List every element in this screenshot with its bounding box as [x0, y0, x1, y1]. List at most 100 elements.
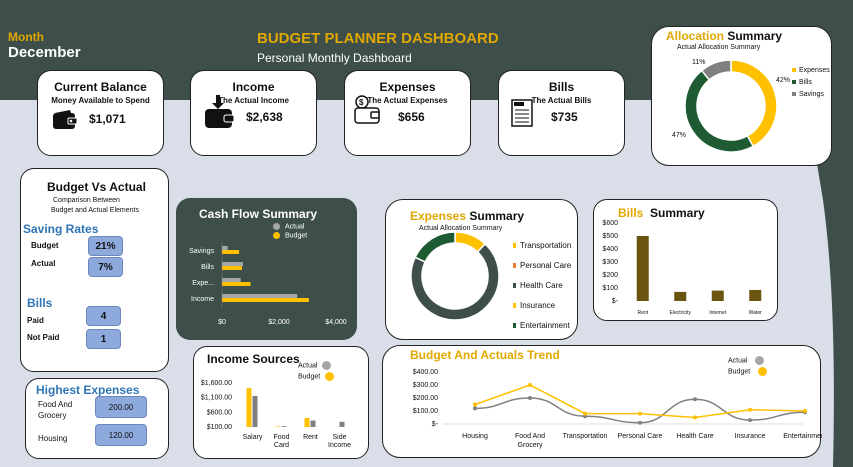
income-y-tick: $600.00 — [207, 409, 232, 416]
kpi-title: Expenses — [379, 80, 436, 94]
trend-point — [638, 420, 642, 425]
bills-summary-card: Bills Summary $600 $500 $400 $300 $200 $100 $-… — [593, 199, 778, 321]
legend-item: Bills — [792, 79, 830, 86]
kpi-subtitle: The Actual Expenses — [367, 96, 448, 105]
bills-category: Water — [749, 310, 762, 316]
cash-flow-bar — [222, 278, 241, 282]
cash-flow-bar — [222, 250, 240, 254]
legend-label: Personal Care — [520, 261, 572, 270]
kpi-title: Income — [232, 80, 275, 94]
trend-y-tick: $200.00 — [413, 395, 438, 402]
bills-category: Internet — [709, 310, 727, 316]
bill-icon — [511, 99, 533, 127]
income-y-tick: $100.00 — [207, 424, 232, 431]
actual-label: Actual — [31, 259, 56, 268]
cash-flow-bar — [222, 246, 228, 250]
trend-point — [803, 409, 807, 413]
expenses-summary-title-a: Expenses — [410, 209, 467, 223]
allocation-title-a: Allocation — [666, 29, 725, 43]
income-category: Card — [274, 442, 289, 449]
cash-flow-tick: $4,000 — [325, 319, 347, 326]
legend-label: Actual — [298, 362, 318, 370]
legend-item: Actual — [728, 356, 767, 365]
legend-item: Personal Care — [513, 261, 571, 270]
income-category: Food — [274, 434, 290, 441]
legend-label: Health Care — [520, 281, 563, 290]
cash-flow-card: Cash Flow Summary Actual Budget Savings B… — [176, 198, 357, 340]
legend-item: Budget — [298, 372, 335, 381]
kpi-card-expenses: Expenses The Actual Expenses $ $656 — [344, 70, 471, 156]
budget-vs-actual-title: Budget Vs Actual — [47, 180, 146, 194]
trend-point — [748, 407, 752, 412]
income-category: Income — [328, 442, 351, 449]
header-curve — [793, 0, 853, 467]
cash-flow-bar-chart: Savings Bills Expe... Income $0 $2,000 $4,000 — [189, 242, 347, 326]
cash-flow-tick: $0 — [218, 319, 226, 326]
income-legend: Actual Budget — [298, 361, 335, 381]
not-paid-label: Not Paid — [27, 333, 60, 342]
trend-point — [583, 411, 587, 416]
trend-point — [748, 418, 752, 423]
income-sources-bar-chart: $1,600.00 $1,100.00 $600.00 $100.00 Salary Fo… — [201, 380, 351, 449]
income-bar — [246, 388, 252, 427]
cash-flow-legend: Actual Budget — [273, 223, 307, 240]
bills-y-tick: $100 — [602, 285, 618, 292]
budget-label: Budget — [31, 241, 59, 250]
actual-saving-rate: 7% — [88, 257, 123, 277]
trend-category: Food And — [515, 433, 545, 440]
legend-item: Transportation — [513, 241, 571, 250]
budget-saving-rate: 21% — [88, 236, 123, 256]
kpi-subtitle: The Actual Income — [218, 96, 289, 105]
trend-title: Budget And Actuals Trend — [410, 348, 560, 362]
trend-category: Personal Care — [618, 433, 663, 440]
kpi-card-bills: Bills The Actual Bills $735 — [498, 70, 625, 156]
expenses-legend: Transportation Personal Care Health Care In… — [513, 241, 571, 341]
trend-point — [528, 396, 532, 400]
kpi-title: Bills — [548, 80, 575, 94]
cash-flow-category: Savings — [189, 248, 214, 255]
cash-flow-category: Bills — [201, 264, 214, 271]
allocation-label-bills: 47% — [672, 132, 687, 139]
highest-expense-value: 120.00 — [95, 424, 147, 446]
bills-y-tick: $600 — [602, 220, 618, 227]
expenses-summary-subtitle: Actual Allocation Summary — [419, 225, 503, 232]
income-bar — [275, 426, 281, 427]
bills-bar-chart: $600 $500 $400 $300 $200 $100 $- Rent Electricit… — [602, 220, 762, 316]
legend-item: Budget — [273, 232, 307, 240]
bills-bar — [749, 289, 762, 301]
legend-item: Expenses — [792, 67, 830, 74]
legend-label: Entertainment — [520, 321, 570, 330]
month-value[interactable]: December — [8, 44, 81, 61]
bills-bar — [636, 236, 649, 301]
trend-category: Health Care — [676, 433, 713, 440]
trend-point — [528, 383, 532, 387]
cash-flow-bar — [222, 282, 251, 286]
expenses-summary-title-b: Summary — [466, 209, 525, 223]
donut-slice — [730, 59, 778, 148]
trend-point — [693, 397, 697, 402]
kpi-title: Current Balance — [54, 80, 147, 94]
wallet-icon — [53, 110, 78, 129]
expenses-summary-card: Expenses Summary Actual Allocation Summa… — [385, 199, 578, 340]
allocation-donut-chart — [684, 59, 778, 153]
allocation-legend: Expenses Bills Savings — [792, 67, 830, 98]
allocation-summary-card: Allocation Summary Actual Allocation Sum… — [651, 26, 832, 166]
legend-label: Actual — [285, 223, 305, 231]
legend-label: Expenses — [799, 67, 830, 74]
budget-vs-actual-sub1: Comparison Between — [53, 197, 120, 204]
income-y-tick: $1,100.00 — [201, 395, 232, 402]
highest-expense-label: Food And Grocery — [38, 400, 73, 420]
trend-category: Insurance — [735, 433, 766, 440]
month-label: Month — [8, 30, 44, 44]
legend-label: Budget — [728, 368, 751, 376]
legend-label: Transportation — [520, 241, 572, 250]
bills-heading: Bills — [27, 296, 53, 310]
expenses-donut-chart — [410, 231, 500, 321]
kpi-value: $1,071 — [89, 112, 126, 126]
bills-y-tick: $200 — [602, 272, 618, 279]
trend-card: Budget And Actuals Trend Actual Budget $… — [382, 345, 822, 458]
income-bar — [281, 426, 287, 427]
kpi-value: $735 — [551, 110, 578, 124]
budget-vs-actual-card: Budget Vs Actual Comparison Between Budg… — [20, 168, 169, 372]
saving-rates-heading: Saving Rates — [23, 222, 99, 236]
